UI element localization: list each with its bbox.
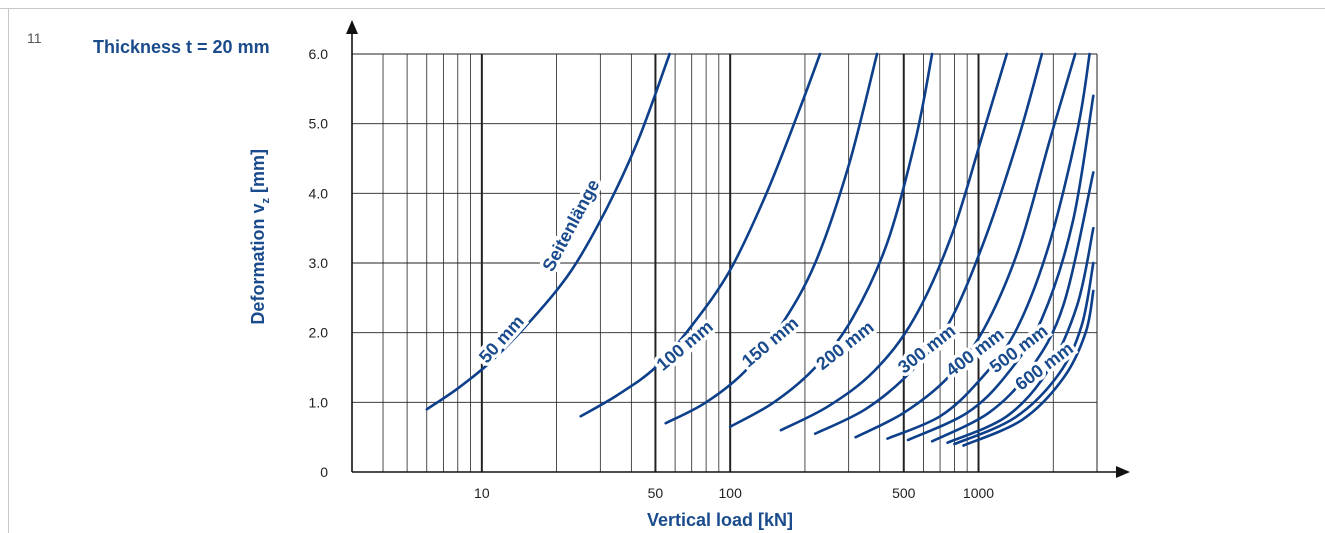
figure-number: 11 [27,30,42,46]
y-axis-label: Deformation vz [mm] [248,107,272,367]
series-line-10 [930,171,1095,443]
series-line-9 [906,94,1095,442]
series-line-11 [946,226,1095,444]
y-axis-label-main: Deformation v [248,203,269,325]
x-tick-label: 100 [719,485,743,501]
y-tick-label: 0 [320,464,328,480]
series-line-4 [728,52,934,428]
series-line-12 [953,261,1095,446]
annotation-seitenlange: Seitenlänge [538,176,603,275]
grid-lines [351,53,1098,472]
series-label-1: 50 mm [475,311,528,367]
series-line-3 [664,52,879,425]
series-line-2 [579,52,822,418]
y-tick-label: 4.0 [309,185,329,201]
y-tick-label: 5.0 [309,116,329,132]
axes [346,20,1130,478]
x-tick-label: 500 [892,485,916,501]
x-axis-arrow [1116,466,1130,478]
y-tick-label: 2.0 [309,325,329,341]
y-axis-label-sub: z [259,198,272,204]
y-tick-label: 6.0 [309,46,329,62]
series-line-6 [813,52,1044,435]
y-tick-labels: 0 1.0 2.0 3.0 4.0 5.0 6.0 [309,46,329,480]
data-series [425,52,1095,447]
series-line-7 [854,52,1077,439]
y-axis-arrow [346,20,358,34]
y-axis-label-unit: [mm] [248,149,269,199]
y-tick-label: 3.0 [309,255,329,271]
series-line-8 [886,52,1091,440]
x-tick-labels: 10 50 100 500 1000 [474,485,994,501]
series-line-5 [779,52,1009,432]
frame-left-rule [8,8,9,533]
series-line-13 [962,289,1095,447]
x-tick-label: 1000 [963,485,994,501]
x-tick-label: 10 [474,485,490,501]
series-label-3: 150 mm [738,313,802,371]
series-label-2: 100 mm [653,316,717,374]
y-tick-label: 1.0 [309,394,329,410]
frame-top-rule [0,8,1325,9]
x-tick-label: 50 [648,485,664,501]
x-axis-label: Vertical load [kN] [646,510,794,530]
series-label-4: 200 mm [812,317,877,374]
chart-title: Thickness t = 20 mm [93,37,270,57]
series-line-1 [425,52,671,411]
